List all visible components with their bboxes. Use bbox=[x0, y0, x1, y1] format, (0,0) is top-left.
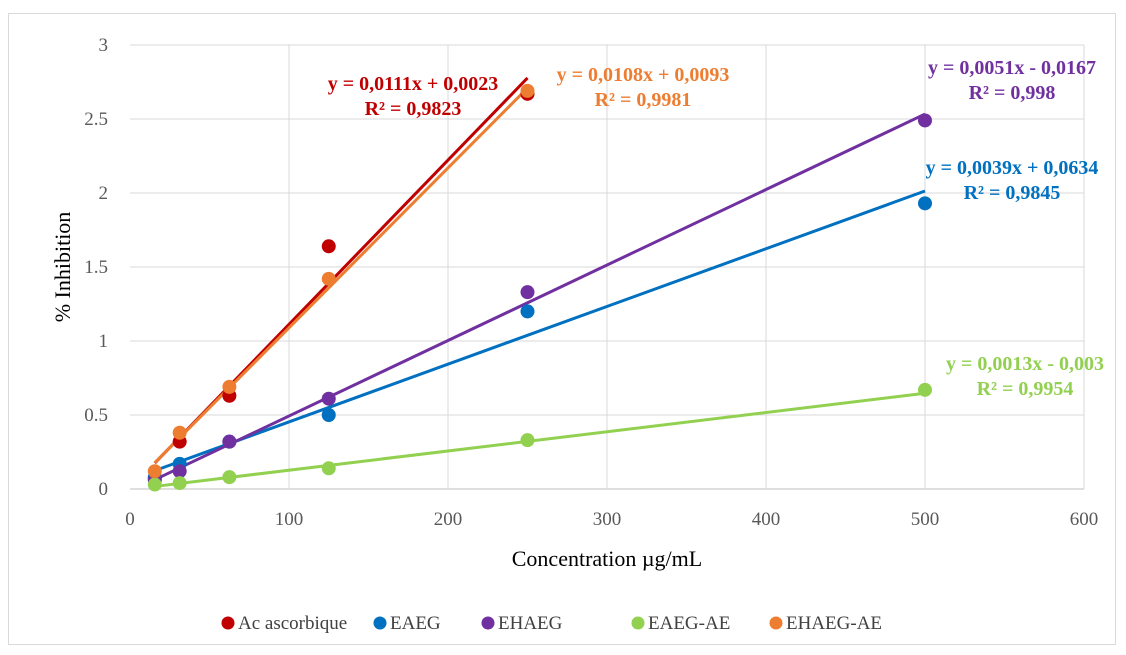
r2-ac-ascorbique: R² = 0,9823 bbox=[365, 98, 462, 120]
equation-ehaeg-ae: y = 0,0108x + 0,0093 bbox=[557, 64, 730, 86]
point-eaeg-ae bbox=[918, 382, 932, 397]
point-ehaeg-ae bbox=[520, 83, 535, 98]
equation-labels: y = 0,0111x + 0,0023 R² = 0,9823 y = 0,003… bbox=[328, 57, 1104, 400]
point-eaeg-ae bbox=[172, 476, 187, 491]
legend-label-ehaeg-ae: EHAEG-AE bbox=[786, 613, 882, 634]
point-eaeg-ae bbox=[321, 461, 336, 476]
x-tick-label: 100 bbox=[275, 509, 304, 530]
y-tick-label: 0.5 bbox=[84, 405, 108, 426]
x-tick-label: 400 bbox=[752, 509, 781, 530]
equation-ac-ascorbique: y = 0,0111x + 0,0023 bbox=[328, 73, 499, 95]
legend-label-eaeg: EAEG bbox=[390, 613, 441, 634]
y-tick-label: 3 bbox=[99, 35, 109, 56]
legend-label-eaeg-ae: EAEG-AE bbox=[648, 613, 730, 634]
y-axis-ticks: 0 0.5 1 1.5 2 2.5 3 bbox=[84, 35, 108, 500]
x-axis-title: Concentration µg/mL bbox=[512, 546, 702, 571]
point-eaeg-ae bbox=[520, 433, 535, 448]
y-tick-label: 1.5 bbox=[84, 257, 108, 278]
legend-marker-ac-ascorbique bbox=[221, 616, 235, 630]
legend-marker-eaeg bbox=[373, 616, 387, 630]
x-tick-label: 300 bbox=[593, 509, 622, 530]
trendline-ehaeg-ae bbox=[153, 86, 529, 464]
x-tick-label: 500 bbox=[911, 509, 940, 530]
point-ehaeg bbox=[520, 285, 535, 300]
point-ehaeg bbox=[172, 464, 187, 479]
point-eaeg-ae bbox=[147, 477, 162, 492]
r2-ehaeg-ae: R² = 0,9981 bbox=[595, 89, 692, 111]
equation-eaeg: y = 0,0039x + 0,0634 bbox=[926, 157, 1099, 179]
x-axis-ticks: 0 100 200 300 400 500 600 bbox=[125, 509, 1098, 530]
y-tick-label: 2 bbox=[99, 183, 109, 204]
point-ehaeg-ae bbox=[321, 271, 336, 286]
y-tick-label: 0 bbox=[99, 479, 109, 500]
legend-marker-eaeg-ae bbox=[631, 616, 645, 630]
legend-marker-ehaeg-ae bbox=[769, 616, 783, 630]
x-tick-label: 0 bbox=[125, 509, 135, 530]
point-eaeg bbox=[321, 408, 336, 422]
y-axis-title: % Inhibition bbox=[50, 212, 75, 323]
point-ehaeg bbox=[321, 391, 336, 406]
r2-ehaeg: R² = 0,998 bbox=[969, 82, 1056, 104]
point-ac-ascorbique bbox=[321, 239, 336, 254]
legend: Ac ascorbique EAEG EHAEG EAEG-AE EHAEG-AE bbox=[221, 613, 882, 634]
equation-ehaeg: y = 0,0051x - 0,0167 bbox=[928, 57, 1096, 79]
point-ehaeg bbox=[918, 113, 932, 128]
trendline-eaeg-ae bbox=[154, 391, 926, 488]
y-tick-label: 1 bbox=[99, 331, 109, 352]
point-ehaeg-ae bbox=[222, 379, 237, 394]
r2-eaeg: R² = 0,9845 bbox=[964, 182, 1061, 204]
equation-eaeg-ae: y = 0,0013x - 0,003 bbox=[946, 353, 1104, 375]
point-ehaeg bbox=[222, 434, 237, 449]
trendline-ehaeg bbox=[154, 112, 926, 482]
legend-label-ac-ascorbique: Ac ascorbique bbox=[238, 613, 347, 634]
point-eaeg bbox=[918, 196, 932, 211]
point-ehaeg-ae bbox=[147, 464, 162, 479]
trendline-eaeg bbox=[154, 189, 926, 473]
legend-label-ehaeg: EHAEG bbox=[498, 613, 563, 634]
data-points bbox=[147, 83, 932, 492]
y-tick-label: 2.5 bbox=[84, 109, 108, 130]
r2-eaeg-ae: R² = 0,9954 bbox=[977, 378, 1074, 400]
x-tick-label: 200 bbox=[434, 509, 463, 530]
point-eaeg-ae bbox=[222, 470, 237, 485]
point-eaeg bbox=[520, 304, 535, 319]
point-ehaeg-ae bbox=[172, 425, 187, 440]
trendlines bbox=[153, 76, 926, 488]
x-tick-label: 600 bbox=[1070, 509, 1099, 530]
legend-marker-ehaeg bbox=[481, 616, 495, 630]
